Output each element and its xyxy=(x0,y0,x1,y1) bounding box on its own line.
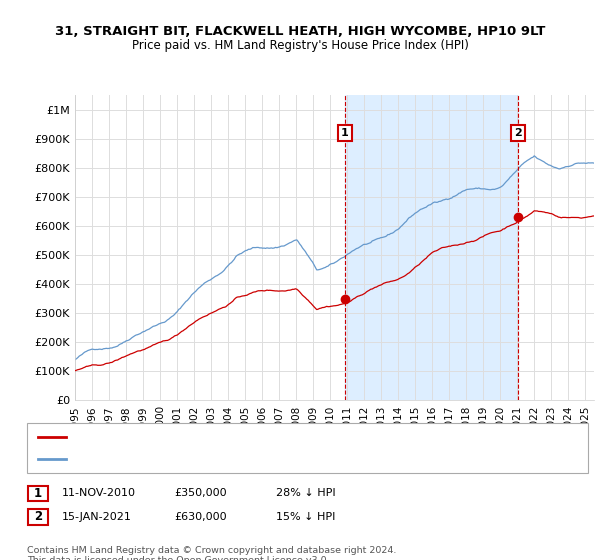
Text: 11-NOV-2010: 11-NOV-2010 xyxy=(62,488,136,498)
Text: HPI: Average price, detached house, Buckinghamshire: HPI: Average price, detached house, Buck… xyxy=(70,454,354,464)
Text: 31, STRAIGHT BIT, FLACKWELL HEATH, HIGH WYCOMBE, HP10 9LT: 31, STRAIGHT BIT, FLACKWELL HEATH, HIGH … xyxy=(55,25,545,38)
Text: 28% ↓ HPI: 28% ↓ HPI xyxy=(276,488,335,498)
Text: 31, STRAIGHT BIT, FLACKWELL HEATH, HIGH WYCOMBE, HP10 9LT (detached house): 31, STRAIGHT BIT, FLACKWELL HEATH, HIGH … xyxy=(70,432,506,442)
Text: £630,000: £630,000 xyxy=(174,512,227,522)
Bar xyxy=(345,95,518,400)
Text: 1: 1 xyxy=(34,487,42,500)
Text: £350,000: £350,000 xyxy=(174,488,227,498)
Text: 1: 1 xyxy=(341,128,349,138)
Text: 2: 2 xyxy=(514,128,522,138)
Text: Price paid vs. HM Land Registry's House Price Index (HPI): Price paid vs. HM Land Registry's House … xyxy=(131,39,469,52)
Text: 15-JAN-2021: 15-JAN-2021 xyxy=(62,512,131,522)
Text: 15% ↓ HPI: 15% ↓ HPI xyxy=(276,512,335,522)
Text: Contains HM Land Registry data © Crown copyright and database right 2024.
This d: Contains HM Land Registry data © Crown c… xyxy=(27,546,397,560)
Text: 2: 2 xyxy=(34,510,42,524)
